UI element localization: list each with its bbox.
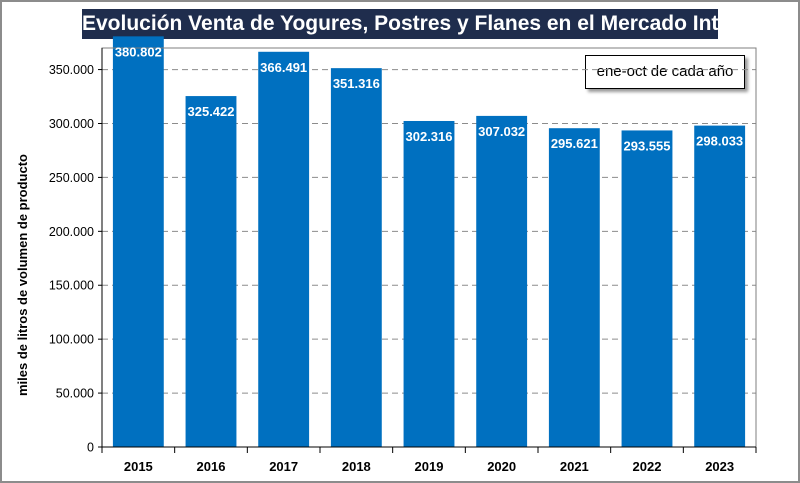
bar-2015: [112, 36, 164, 448]
y-tick-label: 50.000: [56, 387, 94, 401]
data-label-2016: 325.422: [188, 104, 235, 119]
data-label-2023: 298.033: [696, 134, 743, 149]
y-tick-labels: 0 50.000 100.000 150.000 200.000 250.000 300.0…: [49, 63, 94, 454]
y-tick-label: 0: [87, 441, 94, 455]
bar-2017: [258, 51, 310, 448]
bar-2022: [621, 130, 673, 447]
bar-2020: [476, 115, 528, 448]
chart-title: Evolución Venta de Yogures, Postres y Fl…: [82, 9, 764, 39]
axes: [98, 47, 757, 453]
x-tick-labels: 2015 2016 2017 2018 2019 2020 2021 2022 2023: [124, 459, 734, 474]
y-tick-label: 250.000: [49, 171, 94, 185]
data-label-2019: 302.316: [406, 129, 453, 144]
x-tick-label-2016: 2016: [197, 459, 226, 474]
x-tick-label-2018: 2018: [342, 459, 371, 474]
bars: [112, 36, 746, 448]
data-label-2020: 307.032: [478, 124, 525, 139]
data-label-2015: 380.802: [115, 44, 162, 59]
data-labels: 380.802 325.422 366.491 351.316 302.316 307.0…: [115, 44, 743, 153]
data-label-2017: 366.491: [260, 60, 307, 75]
x-tick-label-2017: 2017: [269, 459, 298, 474]
x-tick-label-2015: 2015: [124, 459, 153, 474]
x-tick-label-2023: 2023: [705, 459, 734, 474]
bar-2019: [403, 120, 455, 448]
x-tick-label-2019: 2019: [415, 459, 444, 474]
y-tick-label: 150.000: [49, 279, 94, 293]
data-label-2022: 293.555: [624, 138, 671, 153]
y-tick-label: 350.000: [49, 63, 94, 77]
x-tick-label-2020: 2020: [487, 459, 516, 474]
bar-2023: [694, 125, 746, 447]
bar-2016: [185, 96, 237, 447]
data-label-2021: 295.621: [551, 136, 598, 151]
y-tick-label: 300.000: [49, 117, 94, 131]
data-label-2018: 351.316: [333, 76, 380, 91]
bar-2018: [330, 68, 382, 447]
bar-2021: [548, 128, 600, 447]
x-tick-label-2022: 2022: [633, 459, 662, 474]
x-tick-label-2021: 2021: [560, 459, 589, 474]
y-tick-label: 200.000: [49, 225, 94, 239]
y-axis-label: miles de litros de volumen de producto: [15, 154, 30, 396]
period-note: ene-oct de cada año: [585, 55, 745, 89]
y-tick-label: 100.000: [49, 333, 94, 347]
